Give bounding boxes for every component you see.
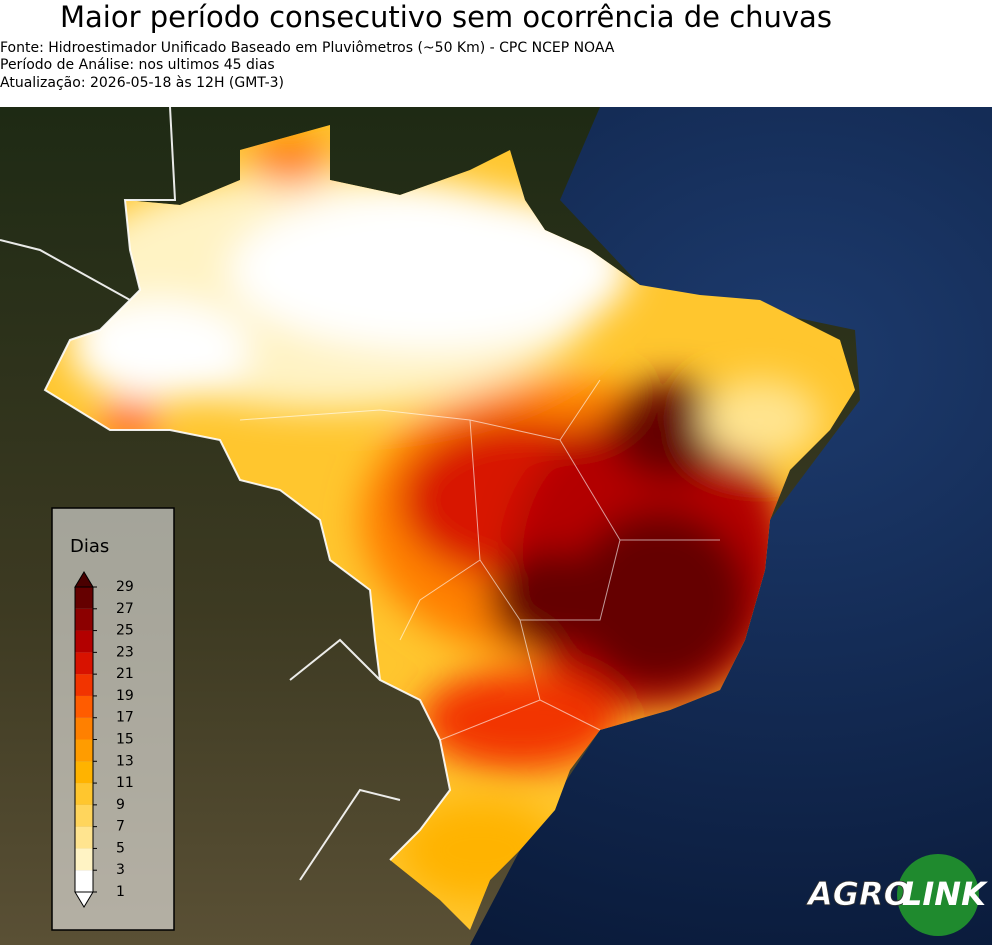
colorbar-tick-label: 13 [116, 753, 134, 769]
colorbar-tick-label: 29 [116, 579, 134, 595]
colorbar-tick-label: 27 [116, 601, 134, 617]
colorbar-band [75, 674, 93, 696]
source-line: Fonte: Hidroestimador Unificado Baseado … [0, 40, 615, 56]
period-line: Período de Análise: nos ultimos 45 dias [0, 57, 275, 73]
colorbar-tick-label: 23 [116, 644, 134, 660]
colorbar-tick-label: 17 [116, 710, 134, 726]
colorbar-tick-label: 9 [116, 797, 125, 813]
state-borders [239, 379, 720, 741]
colorbar-band [75, 717, 93, 740]
colorbar-band [75, 739, 93, 762]
colorbar-band [75, 870, 93, 892]
colorbar-tick-label: 1 [116, 884, 125, 900]
title: Maior período consecutivo sem ocorrência… [60, 0, 832, 34]
colorbar-tick-label: 15 [116, 732, 134, 748]
colorbar-band [75, 783, 93, 805]
colorbar-band [75, 652, 93, 675]
colorbar-band [75, 608, 93, 631]
colorbar-tick-label: 5 [116, 840, 125, 856]
colorbar-tick-label: 19 [116, 688, 134, 704]
colorbar-tick-label: 3 [116, 862, 125, 878]
logo-right: LINK [902, 875, 988, 913]
colorbar-band [75, 695, 93, 718]
colorbar-tick-label: 21 [116, 666, 134, 682]
colorbar-band [75, 587, 93, 609]
colorbar-band [75, 761, 93, 784]
colorbar-band [75, 630, 93, 653]
legend-title: Dias [70, 536, 109, 557]
legend-box [51, 507, 175, 931]
colorbar-band [75, 848, 93, 871]
colorbar-tick-label: 7 [116, 819, 125, 835]
logo-circle [897, 854, 979, 936]
colorbar-tick-label: 25 [116, 623, 134, 639]
update-line: Atualização: 2026-05-18 às 12H (GMT-3) [0, 75, 284, 91]
colorbar-band [75, 826, 93, 849]
borders [0, 107, 452, 881]
logo-left: AGRO [805, 875, 911, 913]
colorbar-tick-label: 11 [116, 775, 134, 791]
colorbar-band [75, 804, 93, 827]
